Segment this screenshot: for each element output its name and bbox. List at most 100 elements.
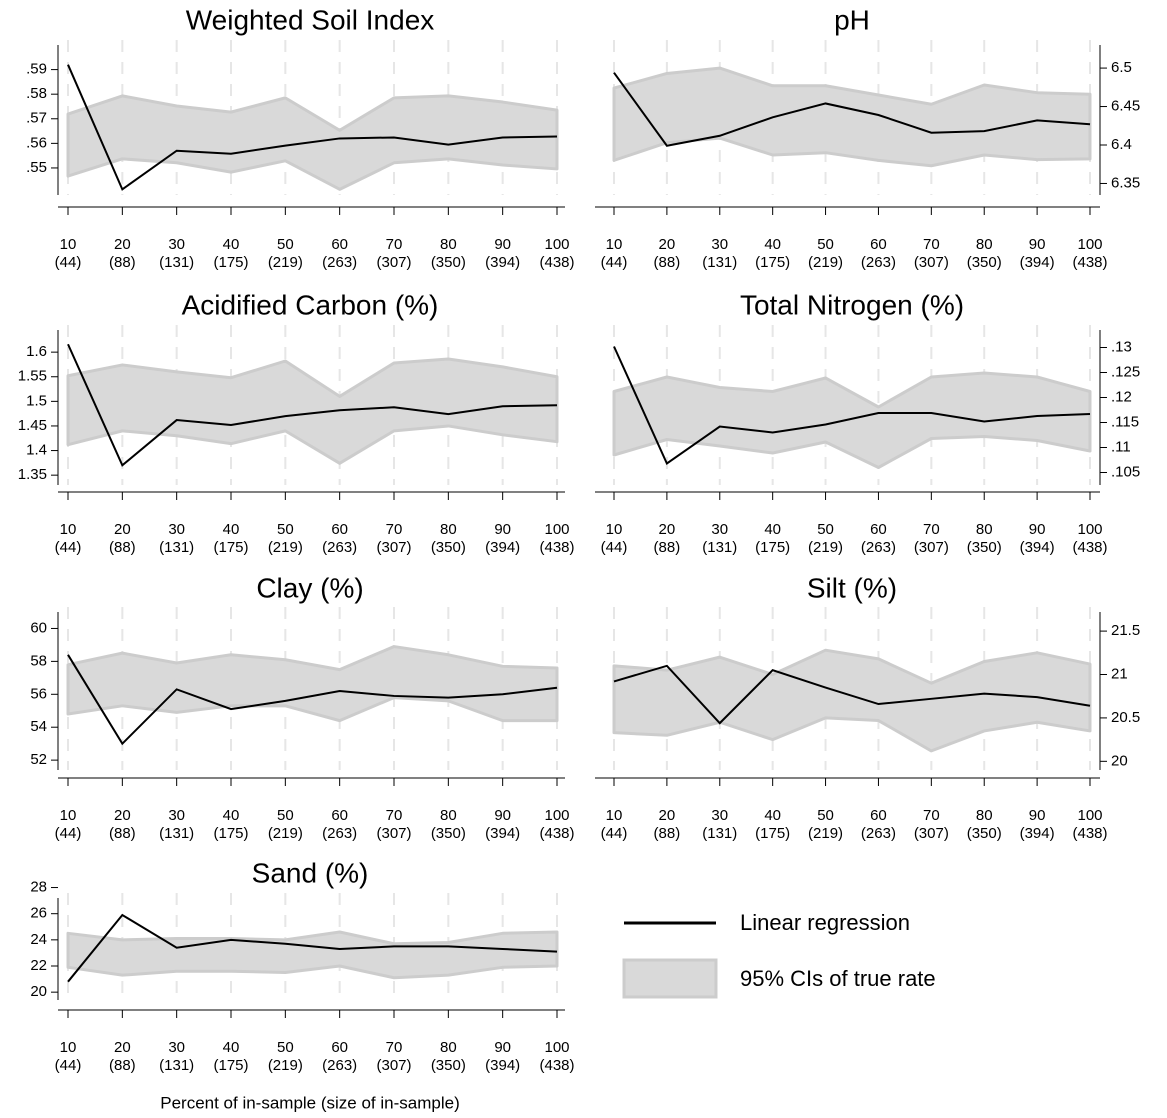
x-tick-label: 100 [1077,807,1102,824]
x-tick-label: 80 [440,807,457,824]
x-tick-label: 10 [606,236,623,253]
x-tick-sublabel: (44) [601,254,628,271]
x-tick-label: 100 [544,236,569,253]
x-tick-sublabel: (438) [539,1057,574,1074]
x-tick-label: 20 [659,236,676,253]
x-tick-label: 40 [764,521,781,538]
panel-title: Weighted Soil Index [186,4,435,35]
x-tick-label: 100 [1077,236,1102,253]
x-tick-sublabel: (175) [755,539,790,556]
x-tick-label: 70 [386,807,403,824]
x-tick-label: 90 [494,807,511,824]
ci-band [612,371,1092,469]
x-tick-sublabel: (88) [109,1057,136,1074]
x-tick-label: 100 [544,807,569,824]
x-tick-label: 70 [386,236,403,253]
x-tick-sublabel: (263) [322,539,357,556]
x-tick-sublabel: (219) [808,539,843,556]
x-tick-sublabel: (131) [159,1057,194,1074]
y-tick-label: 1.6 [26,343,47,360]
x-tick-sublabel: (131) [702,825,737,842]
x-tick-sublabel: (88) [654,825,681,842]
y-tick-label: 6.45 [1111,98,1140,115]
x-tick-sublabel: (307) [376,1057,411,1074]
x-tick-label: 50 [817,236,834,253]
x-tick-sublabel: (44) [55,825,82,842]
x-tick-label: 10 [606,521,623,538]
y-tick-label: 54 [30,718,47,735]
regression-line [613,664,1091,725]
x-tick-label: 50 [277,236,294,253]
x-tick-label: 80 [976,807,993,824]
x-tick-sublabel: (44) [55,539,82,556]
y-tick-label: 58 [30,652,47,669]
x-tick-sublabel: (263) [861,254,896,271]
x-tick-sublabel: (44) [55,254,82,271]
x-tick-label: 80 [440,236,457,253]
y-tick-label: 20.5 [1111,709,1140,726]
y-tick-label: .12 [1111,388,1132,405]
x-tick-sublabel: (131) [159,825,194,842]
x-tick-sublabel: (307) [914,825,949,842]
panel-title: Sand (%) [252,857,369,888]
x-tick-label: 50 [277,521,294,538]
x-tick-sublabel: (307) [914,254,949,271]
x-tick-label: 30 [168,1039,185,1056]
x-tick-sublabel: (438) [1072,825,1107,842]
x-tick-sublabel: (263) [322,1057,357,1074]
panel-title: pH [834,4,870,35]
x-tick-label: 90 [494,1039,511,1056]
x-tick-sublabel: (350) [967,254,1002,271]
y-tick-label: .57 [26,110,47,127]
x-tick-label: 30 [711,807,728,824]
x-tick-sublabel: (175) [755,825,790,842]
x-tick-label: 60 [870,521,887,538]
x-axis-label: Percent of in-sample (size of in-sample) [160,1093,460,1112]
x-tick-label: 100 [544,521,569,538]
x-tick-label: 50 [277,1039,294,1056]
x-tick-label: 70 [923,236,940,253]
x-tick-sublabel: (263) [322,825,357,842]
y-tick-label: 6.4 [1111,136,1132,153]
x-tick-sublabel: (263) [861,825,896,842]
x-tick-sublabel: (438) [539,825,574,842]
y-tick-label: 1.45 [18,417,47,434]
x-tick-label: 100 [544,1039,569,1056]
ci-band [612,648,1092,753]
x-tick-sublabel: (350) [967,539,1002,556]
x-tick-label: 20 [659,807,676,824]
x-tick-sublabel: (219) [808,825,843,842]
x-tick-label: 80 [440,521,457,538]
x-tick-label: 70 [923,807,940,824]
y-tick-label: 1.5 [26,392,47,409]
x-tick-sublabel: (131) [702,539,737,556]
y-tick-label: .13 [1111,338,1132,355]
y-tick-label: 1.55 [18,368,47,385]
x-tick-label: 60 [331,236,348,253]
x-tick-label: 40 [223,807,240,824]
y-tick-label: .55 [26,159,47,176]
x-tick-label: 10 [60,1039,77,1056]
x-tick-sublabel: (88) [109,825,136,842]
x-tick-sublabel: (307) [914,539,949,556]
x-tick-sublabel: (394) [1020,254,1055,271]
x-tick-sublabel: (88) [654,254,681,271]
ci-band [66,357,559,465]
x-tick-label: 40 [223,521,240,538]
x-tick-label: 80 [976,521,993,538]
x-tick-label: 90 [1029,807,1046,824]
y-tick-label: 20 [30,983,47,1000]
x-tick-label: 10 [606,807,623,824]
x-tick-sublabel: (131) [159,539,194,556]
x-tick-sublabel: (438) [539,254,574,271]
x-tick-label: 90 [494,521,511,538]
y-tick-label: 56 [30,685,47,702]
x-tick-sublabel: (350) [431,539,466,556]
x-tick-sublabel: (307) [376,539,411,556]
ci-band [66,645,559,723]
x-tick-label: 20 [114,1039,131,1056]
y-tick-label: 60 [30,619,47,636]
panel-title: Total Nitrogen (%) [740,289,964,320]
x-tick-label: 40 [764,236,781,253]
